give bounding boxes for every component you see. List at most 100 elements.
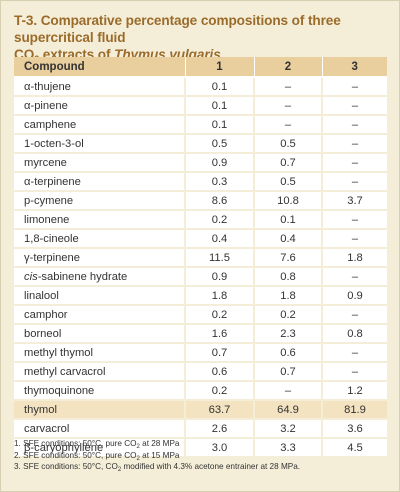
header-extract-3: 3 xyxy=(321,57,387,78)
compound-name: camphene xyxy=(14,115,185,135)
value-extract-2: 3.3 xyxy=(253,438,322,458)
compound-name: limonene xyxy=(14,210,185,230)
compound-name: carvacrol xyxy=(14,419,185,439)
value-extract-3: 1.8 xyxy=(321,248,387,268)
compound-name-italic-prefix: cis xyxy=(24,270,38,283)
compound-name: 1-octen-3-ol xyxy=(14,134,185,154)
value-extract-3: – xyxy=(321,134,387,154)
value-extract-1: 11.5 xyxy=(184,248,254,268)
value-extract-2: – xyxy=(253,96,322,116)
table-title: T-3. Comparative percentage compositions… xyxy=(14,12,392,64)
table-row: 1,8-cineole 0.4 0.4 – xyxy=(14,229,387,249)
compound-name: γ-terpinene xyxy=(14,248,185,268)
table-row: myrcene 0.9 0.7 – xyxy=(14,153,387,173)
footnote-subscript: 2 xyxy=(136,455,140,462)
value-extract-3: – xyxy=(321,267,387,287)
value-extract-3: – xyxy=(321,229,387,249)
footnote-2: 2. SFE conditions: 50°C, pure CO2 at 15 … xyxy=(14,450,394,462)
value-extract-2: 1.8 xyxy=(253,286,322,306)
compound-name: cis-sabinene hydrate xyxy=(14,267,185,287)
table-row: p-cymene 8.6 10.8 3.7 xyxy=(14,191,387,211)
value-extract-3: – xyxy=(321,77,387,97)
table-row: β-caryophyllene 3.0 3.3 4.5 xyxy=(14,438,387,458)
value-extract-1: 8.6 xyxy=(184,191,254,211)
value-extract-1: 0.4 xyxy=(184,229,254,249)
compound-name: methyl thymol xyxy=(14,343,185,363)
compound-name: linalool xyxy=(14,286,185,306)
footnote-text: at 15 MPa xyxy=(139,450,180,460)
value-extract-2: 0.4 xyxy=(253,229,322,249)
value-extract-2: – xyxy=(253,77,322,97)
value-extract-1: 0.1 xyxy=(184,96,254,116)
value-extract-2: 0.1 xyxy=(253,210,322,230)
value-extract-2: 3.2 xyxy=(253,419,322,439)
table-row: cis-sabinene hydrate 0.9 0.8 – xyxy=(14,267,387,287)
compound-name: borneol xyxy=(14,324,185,344)
value-extract-3: – xyxy=(321,210,387,230)
footnotes: 1. SFE conditions: 50°C, pure CO2 at 28 … xyxy=(14,438,394,473)
value-extract-3: 4.5 xyxy=(321,438,387,458)
value-extract-3: – xyxy=(321,172,387,192)
value-extract-3: 81.9 xyxy=(321,400,387,420)
value-extract-1: 0.2 xyxy=(184,381,254,401)
compound-name: p-cymene xyxy=(14,191,185,211)
table-row: α-pinene 0.1 – – xyxy=(14,96,387,116)
value-extract-1: 0.6 xyxy=(184,362,254,382)
value-extract-1: 0.3 xyxy=(184,172,254,192)
value-extract-2: 0.2 xyxy=(253,305,322,325)
compound-name: thymol xyxy=(14,400,185,420)
value-extract-1: 3.0 xyxy=(184,438,254,458)
value-extract-3: 3.6 xyxy=(321,419,387,439)
footnote-text: 3. SFE conditions: 50°C, CO xyxy=(14,462,118,471)
footnote-1: 1. SFE conditions: 50°C, pure CO2 at 28 … xyxy=(14,438,394,450)
table-row: methyl carvacrol 0.6 0.7 – xyxy=(14,362,387,382)
value-extract-2: 7.6 xyxy=(253,248,322,268)
value-extract-1: 0.9 xyxy=(184,267,254,287)
compound-name: 1,8-cineole xyxy=(14,229,185,249)
value-extract-1: 0.2 xyxy=(184,305,254,325)
value-extract-1: 63.7 xyxy=(184,400,254,420)
value-extract-3: – xyxy=(321,96,387,116)
footnote-text: 1. SFE conditions: 50°C, pure CO xyxy=(14,439,137,448)
table-row: camphor 0.2 0.2 – xyxy=(14,305,387,325)
compound-name: camphor xyxy=(14,305,185,325)
value-extract-2: 0.5 xyxy=(253,134,322,154)
value-extract-3: – xyxy=(321,362,387,382)
value-extract-3: 3.7 xyxy=(321,191,387,211)
value-extract-3: 0.8 xyxy=(321,324,387,344)
value-extract-1: 1.6 xyxy=(184,324,254,344)
table-row: α-terpinene 0.3 0.5 – xyxy=(14,172,387,192)
header-compound: Compound xyxy=(14,57,185,78)
value-extract-2: 64.9 xyxy=(253,400,322,420)
table-row-highlighted: thymol 63.7 64.9 81.9 xyxy=(14,400,387,420)
value-extract-1: 0.1 xyxy=(184,77,254,97)
footnote-text: 2. SFE conditions: 50°C, pure CO xyxy=(14,450,137,460)
compound-name: α-thujene xyxy=(14,77,185,97)
table-row: thymoquinone 0.2 – 1.2 xyxy=(14,381,387,401)
value-extract-1: 0.5 xyxy=(184,134,254,154)
compound-name: methyl carvacrol xyxy=(14,362,185,382)
value-extract-2: 2.3 xyxy=(253,324,322,344)
title-line-1: T-3. Comparative percentage compositions… xyxy=(14,13,341,45)
value-extract-2: 0.6 xyxy=(253,343,322,363)
header-extract-1: 1 xyxy=(184,57,254,78)
header-extract-2: 2 xyxy=(253,57,322,78)
value-extract-2: 0.7 xyxy=(253,362,322,382)
compound-name: α-terpinene xyxy=(14,172,185,192)
compound-name: β-caryophyllene xyxy=(14,438,185,458)
value-extract-3: – xyxy=(321,153,387,173)
table-row: carvacrol 2.6 3.2 3.6 xyxy=(14,419,387,439)
value-extract-1: 0.7 xyxy=(184,343,254,363)
value-extract-3: – xyxy=(321,343,387,363)
table-row: γ-terpinene 11.5 7.6 1.8 xyxy=(14,248,387,268)
table-row: camphene 0.1 – – xyxy=(14,115,387,135)
value-extract-3: 0.9 xyxy=(321,286,387,306)
table-row: limonene 0.2 0.1 – xyxy=(14,210,387,230)
composition-table: Compound 1 2 3 α-thujene 0.1 – – α-pinen… xyxy=(14,57,387,458)
footnote-text: modified with 4.3% acetone entrainer at … xyxy=(121,462,301,471)
value-extract-3: – xyxy=(321,305,387,325)
value-extract-3: – xyxy=(321,115,387,135)
table-row: 1-octen-3-ol 0.5 0.5 – xyxy=(14,134,387,154)
value-extract-2: 0.7 xyxy=(253,153,322,173)
